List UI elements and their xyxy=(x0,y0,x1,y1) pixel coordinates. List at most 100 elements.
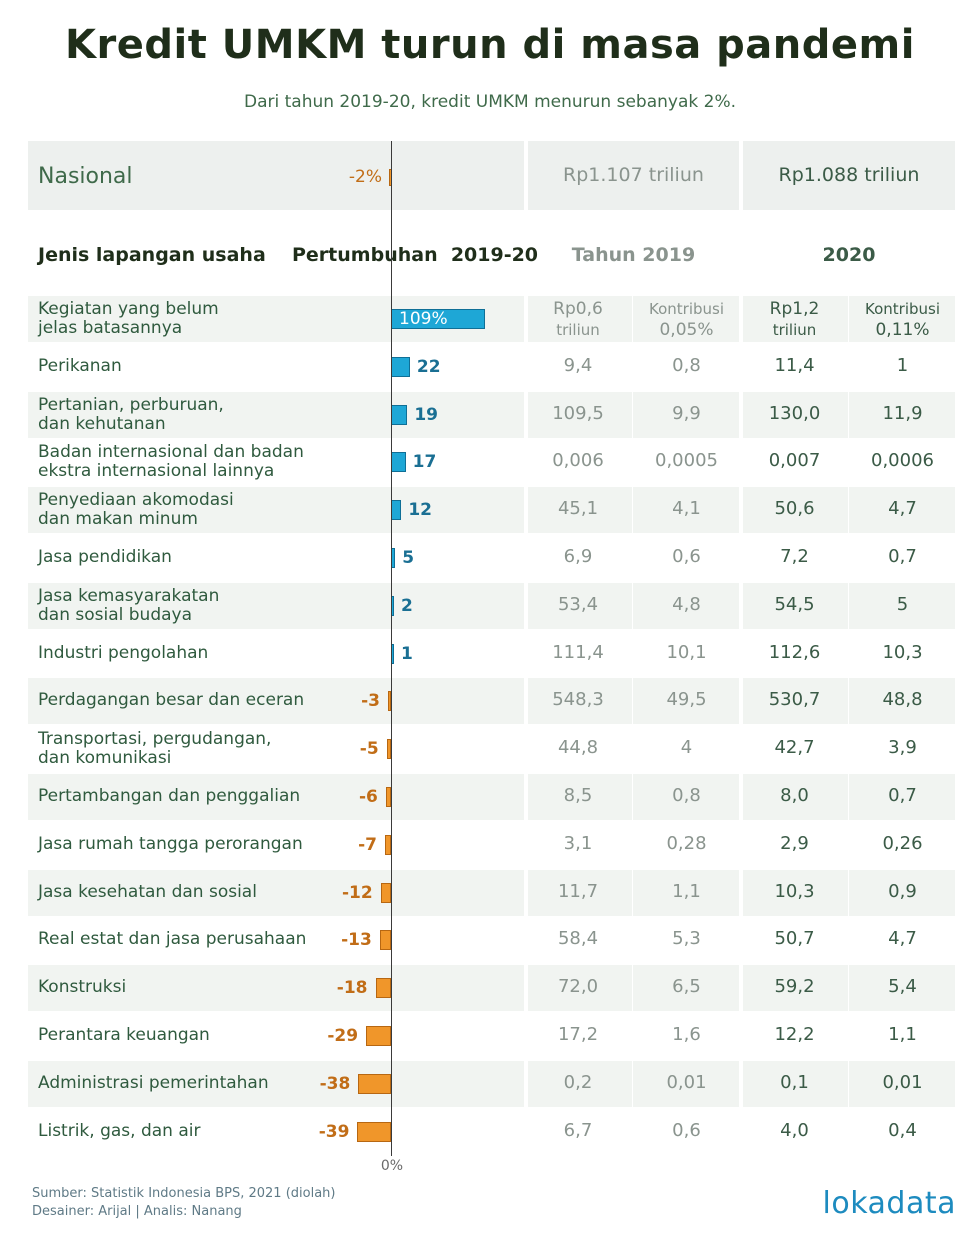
table-cell: 45,1 xyxy=(557,498,599,520)
sector-label: Jasa kemasyarakatan dan sosial budaya xyxy=(38,586,219,625)
bar-value-label: -6 xyxy=(358,787,378,807)
table-cell: 8,0 xyxy=(780,785,809,806)
bar-negative xyxy=(366,1026,391,1046)
table-cell: 0,28 xyxy=(666,832,707,854)
column-header-2019: Tahun 2019 xyxy=(571,244,696,266)
table-cell: 11,7 xyxy=(557,880,599,902)
table-cell: 17,2 xyxy=(557,1024,599,1045)
row-divider-2020 xyxy=(848,917,849,964)
bar-value-label: -39 xyxy=(318,1121,350,1142)
table-cell: 59,2 xyxy=(774,976,815,998)
national-2020-cell xyxy=(743,141,955,210)
bar-value-label: 17 xyxy=(412,452,437,473)
row-divider-2019 xyxy=(632,965,633,1012)
row-divider-2020 xyxy=(848,965,849,1012)
sector-label-line: ekstra internasional lainnya xyxy=(38,461,275,482)
row-band-2019 xyxy=(528,296,739,342)
bar-value-label: 12 xyxy=(408,500,432,521)
sector-label: Perdagangan besar dan eceran xyxy=(38,691,304,710)
row-band xyxy=(28,869,524,916)
column-header-2020: 2020 xyxy=(822,244,876,266)
table-cell: 0,7 xyxy=(888,546,917,567)
table-cell: 48,8 xyxy=(882,689,923,711)
table-cell: 0,9 xyxy=(888,880,917,902)
table-cell: 5,3 xyxy=(672,928,701,950)
row-divider-2020 xyxy=(848,821,849,868)
table-cell: 4,1 xyxy=(672,498,701,520)
table-cell: 0,0005 xyxy=(655,450,718,472)
bar-negative xyxy=(380,882,391,903)
sector-label: Perikanan xyxy=(38,356,122,376)
sector-label: Industri pengolahan xyxy=(38,643,208,663)
row-divider-2019 xyxy=(632,678,633,725)
sector-label-line: jelas batasannya xyxy=(38,318,183,338)
row-band-2019 xyxy=(528,1013,739,1059)
row-band xyxy=(28,1060,524,1107)
row-divider-2020 xyxy=(848,630,849,677)
sector-label-line: dan komunikasi xyxy=(38,748,172,769)
zero-axis-label: 0% xyxy=(380,1158,404,1174)
row-band-2020 xyxy=(743,774,955,820)
table-cell: 0,01 xyxy=(882,1071,923,1093)
table-cell: 0,007 xyxy=(768,450,821,472)
row-divider-2020 xyxy=(848,296,849,342)
bar-negative xyxy=(388,691,391,712)
table-cell-line2: triliun xyxy=(772,321,817,339)
row-divider-2019 xyxy=(632,917,633,964)
table-cell: 4 xyxy=(680,737,693,759)
table-cell: 9,9 xyxy=(672,402,701,424)
row-band-2020 xyxy=(743,1108,955,1155)
table-cell: 12,2 xyxy=(774,1024,815,1045)
table-cell: 11,4 xyxy=(774,354,815,376)
row-divider-2020 xyxy=(848,535,849,581)
table-cell: 1,1 xyxy=(888,1024,917,1045)
sector-label: Listrik, gas, dan air xyxy=(38,1121,200,1141)
sector-label-line: Real estat dan jasa perusahaan xyxy=(38,929,307,950)
table-cell: 5 xyxy=(896,593,909,615)
row-band-2020 xyxy=(743,582,955,629)
table-cell: 9,4 xyxy=(563,354,593,376)
bar-value-label: -13 xyxy=(341,930,372,951)
table-cell-line2: 0,11% xyxy=(875,320,930,340)
sector-label-line: Badan internasional dan badan xyxy=(38,442,304,463)
table-cell: 8,5 xyxy=(563,785,593,806)
column-header-growth: Pertumbuhan 2019-20 xyxy=(292,244,539,266)
row-band xyxy=(28,391,524,438)
table-cell: 4,8 xyxy=(672,593,701,615)
national-row xyxy=(28,141,524,210)
column-header-sector: Jenis lapangan usaha xyxy=(38,244,266,266)
table-cell: 1,1 xyxy=(672,880,701,902)
table-cell: 0,6 xyxy=(672,1119,701,1141)
bar-value-label: 5 xyxy=(402,548,415,568)
bar-negative xyxy=(386,739,391,760)
row-band xyxy=(28,487,524,534)
row-band-2019 xyxy=(528,487,739,534)
row-divider-2020 xyxy=(848,1108,849,1155)
row-band-2020 xyxy=(743,917,955,964)
table-cell: 11,9 xyxy=(882,402,923,424)
sector-label: Real estat dan jasa perusahaan xyxy=(38,930,306,949)
table-cell-line2: triliun xyxy=(556,321,600,339)
national-total-2019: Rp1.107 triliun xyxy=(563,164,704,186)
table-cell: 49,5 xyxy=(666,689,707,711)
sector-label: Administrasi pemerintahan xyxy=(38,1073,269,1093)
row-band-2019 xyxy=(528,726,739,773)
bar-value-label: -3 xyxy=(361,691,380,712)
table-cell: 0,8 xyxy=(672,354,701,376)
row-band-2019 xyxy=(528,439,739,486)
sector-label-line: Pertambangan dan penggalian xyxy=(38,786,301,806)
table-cell: 530,7 xyxy=(768,689,821,711)
table-cell: 3,1 xyxy=(563,832,593,854)
sector-label: Jasa rumah tangga perorangan xyxy=(38,834,303,854)
row-band-2020 xyxy=(743,535,955,581)
page-subtitle: Dari tahun 2019-20, kredit UMKM menurun … xyxy=(243,92,736,112)
sector-label: Jasa kesehatan dan sosial xyxy=(38,882,257,902)
sector-label: Penyediaan akomodasi dan makan minum xyxy=(38,491,234,529)
bar-negative xyxy=(379,930,391,951)
row-divider-2020 xyxy=(848,1060,849,1107)
row-band xyxy=(28,774,524,820)
bar-value-label: 109% xyxy=(399,309,448,329)
sector-label: Perantara keuangan xyxy=(38,1026,210,1045)
row-divider-2019 xyxy=(632,391,633,438)
national-growth-label: -2% xyxy=(348,167,382,187)
